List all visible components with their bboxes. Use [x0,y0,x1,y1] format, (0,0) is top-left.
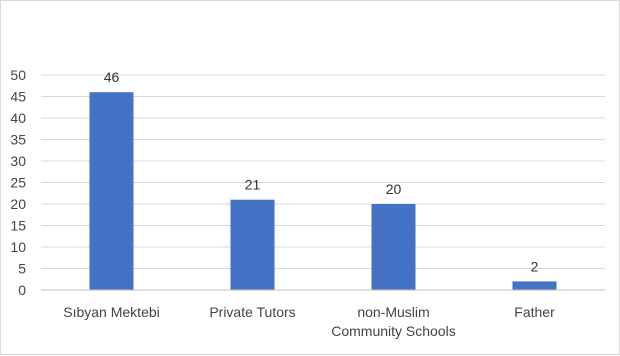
y-tick-label: 30 [10,153,26,169]
bar [371,204,416,290]
x-category-label: Private Tutors [209,304,295,320]
bar [512,281,557,290]
bars [89,92,557,290]
x-category-label: Father [514,304,555,320]
x-category-label: Sıbyan Mektebi [63,304,160,320]
y-axis-ticks: 0 5 10 15 20 25 30 35 40 45 50 [10,67,26,298]
x-category-label: non-Muslim [357,304,429,320]
x-axis-categories: Sıbyan Mektebi Private Tutors non-Muslim Co… [63,304,555,339]
data-label: 20 [386,181,402,197]
y-tick-label: 0 [18,282,26,298]
y-tick-label: 50 [10,67,26,83]
data-labels: 46 21 20 2 [104,69,539,274]
y-tick-label: 45 [10,89,26,105]
y-tick-label: 5 [18,261,26,277]
data-label: 2 [531,258,539,274]
y-tick-label: 40 [10,110,26,126]
y-tick-label: 35 [10,132,26,148]
gridlines [41,74,605,269]
bar [230,199,275,290]
data-label: 21 [245,177,261,193]
y-tick-label: 10 [10,239,26,255]
bar [89,92,134,290]
y-tick-label: 15 [10,218,26,234]
x-category-label: Community Schools [331,323,456,339]
data-label: 46 [104,69,120,85]
y-tick-label: 20 [10,196,26,212]
y-tick-label: 25 [10,175,26,191]
